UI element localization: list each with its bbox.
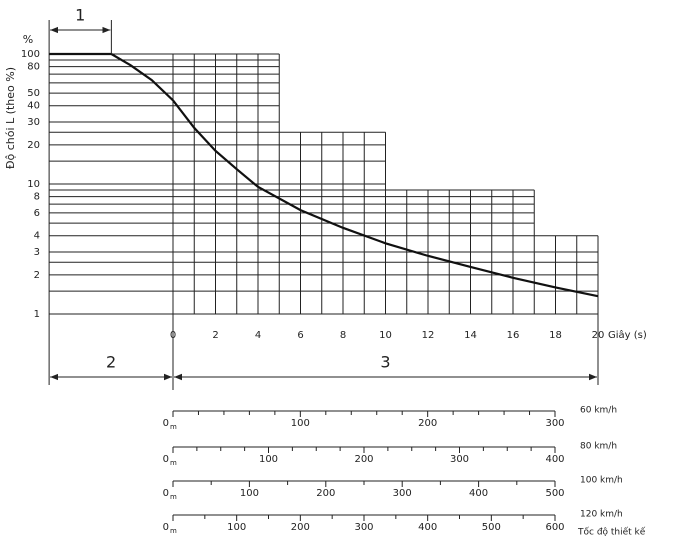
scale-unit: m [170,459,177,467]
scale-note: Tốc độ thiết kế [577,527,646,538]
scale-tick-label: 200 [354,454,373,465]
y-tick-label: 8 [34,192,40,203]
scale-speed: 60 km/h [580,406,617,416]
y-tick-label: 50 [27,88,40,99]
scale-tick-label: 500 [482,522,501,533]
scale-tick-label: 300 [393,488,412,499]
scale-tick-label: 0 [163,454,169,465]
scale-tick-label: 400 [545,454,564,465]
y-tick-label: 4 [34,231,40,242]
x-tick-label: 6 [297,330,303,341]
x-tick-label: 2 [212,330,218,341]
y-tick-label: 100 [21,49,40,60]
scale-tick-label: 300 [545,418,564,429]
scale-tick-label: 0 [163,418,169,429]
scale-speed: 80 km/h [580,442,617,452]
x-tick-label: 18 [549,330,562,341]
scale-tick-label: 300 [354,522,373,533]
scale-tick-label: 100 [240,488,259,499]
scale-tick-label: 400 [469,488,488,499]
curve [49,52,599,298]
y-unit: % [23,33,33,46]
scale-tick-label: 300 [450,454,469,465]
scale-tick-label: 200 [291,522,310,533]
scale-tick-label: 400 [418,522,437,533]
scale-tick-label: 100 [259,454,278,465]
span-label: 3 [380,353,390,372]
scale-tick-label: 200 [418,418,437,429]
x-tick-label: 4 [255,330,261,341]
scale-tick-label: 100 [291,418,310,429]
scale-tick-label: 500 [545,488,564,499]
y-tick-label: 6 [34,208,40,219]
scale-speed: 120 km/h [580,510,623,520]
x-tick-label: 16 [507,330,520,341]
y-tick-label: 3 [34,247,40,258]
x-tick-label: 14 [464,330,477,341]
span-label: 1 [75,6,85,25]
y-tick-label: 30 [27,117,40,128]
scale-tick-label: 0 [163,488,169,499]
y-axis-label: Độ chói L (theo %) [4,67,17,169]
scale-speed: 100 km/h [580,476,623,486]
y-tick-label: 40 [27,101,40,112]
y-tick-label: 80 [27,62,40,73]
scale-unit: m [170,493,177,501]
scale-tick-label: 0 [163,522,169,533]
y-tick-label: 2 [34,270,40,281]
x-tick-label: 12 [422,330,435,341]
scale-tick-label: 200 [316,488,335,499]
span-label: 2 [106,353,116,372]
y-tick-label: 20 [27,140,40,151]
scale-tick-label: 600 [545,522,564,533]
y-tick-label: 1 [34,309,40,320]
scale-tick-label: 100 [227,522,246,533]
y-tick-label: 10 [27,179,40,190]
scale-unit: m [170,423,177,431]
x-axis-label: Giây (s) [608,329,647,341]
x-tick-label: 10 [379,330,392,341]
x-tick-label: 8 [340,330,346,341]
scale-unit: m [170,527,177,535]
